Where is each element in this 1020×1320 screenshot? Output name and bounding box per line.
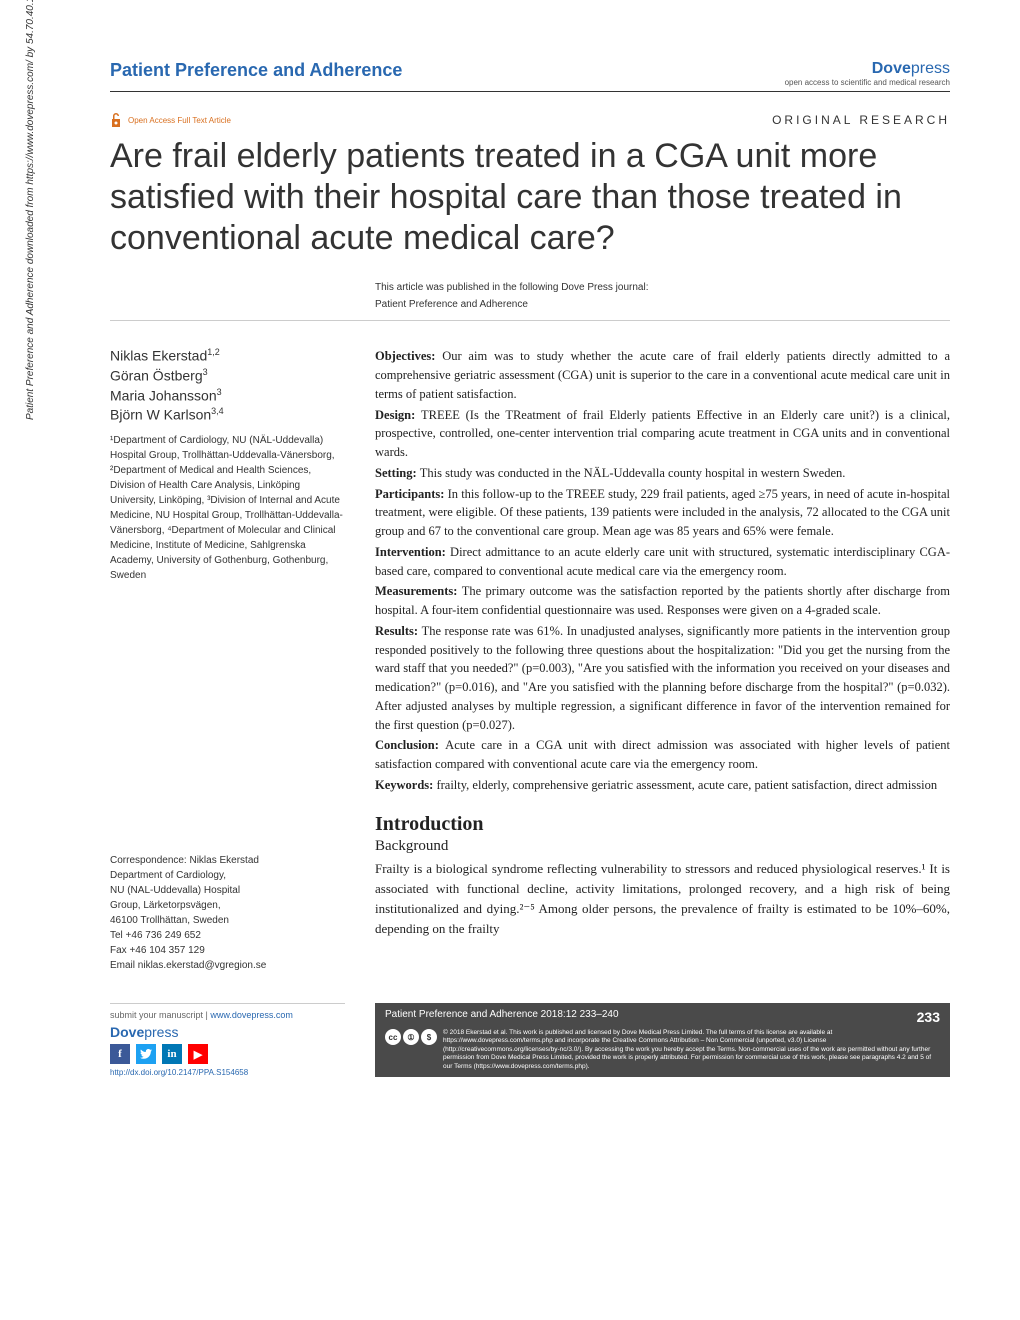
doi-link[interactable]: http://dx.doi.org/10.2147/PPA.S154658 xyxy=(110,1068,345,1077)
meta-row: Open Access Full Text Article ORIGINAL R… xyxy=(110,112,950,128)
submit-link[interactable]: submit your manuscript | www.dovepress.c… xyxy=(110,1010,345,1020)
footer-left: submit your manuscript | www.dovepress.c… xyxy=(110,1003,345,1077)
abs-intervention: Direct admittance to an acute elderly ca… xyxy=(375,545,950,578)
linkedin-icon[interactable]: in xyxy=(162,1044,182,1064)
open-access-badge: Open Access Full Text Article xyxy=(110,112,231,128)
youtube-icon[interactable]: ▶ xyxy=(188,1044,208,1064)
license-text: © 2018 Ekerstad et al. This work is publ… xyxy=(443,1029,940,1071)
affiliations: ¹Department of Cardiology, NU (NÄL-Uddev… xyxy=(110,433,345,583)
nc-icon: $ xyxy=(421,1029,437,1045)
intro-heading: Introduction xyxy=(375,813,950,836)
publisher-tagline: open access to scientific and medical re… xyxy=(785,78,950,87)
author: Maria Johansson3 xyxy=(110,387,345,404)
pub-note-1: This article was published in the follow… xyxy=(375,282,950,293)
correspondence: Correspondence: Niklas EkerstadDepartmen… xyxy=(110,853,345,973)
abs-conclusion: Acute care in a CGA unit with direct adm… xyxy=(375,738,950,771)
twitter-icon[interactable] xyxy=(136,1044,156,1064)
author: Björn W Karlson3,4 xyxy=(110,406,345,423)
cc-icon: cc xyxy=(385,1029,401,1045)
right-column: Objectives: Our aim was to study whether… xyxy=(375,347,950,973)
publisher-logo: Dovepress xyxy=(785,60,950,78)
left-column: Niklas Ekerstad1,2 Göran Östberg3 Maria Jo… xyxy=(110,347,345,973)
download-watermark: Patient Preference and Adherence downloa… xyxy=(25,0,36,420)
article-title: Are frail elderly patients treated in a … xyxy=(110,136,950,258)
publisher-block: Dovepress open access to scientific and … xyxy=(785,60,950,87)
facebook-icon[interactable]: f xyxy=(110,1044,130,1064)
intro-text: Frailty is a biological syndrome reflect… xyxy=(375,859,950,940)
open-access-label: Open Access Full Text Article xyxy=(128,116,231,125)
footer-right: Patient Preference and Adherence 2018:12… xyxy=(375,1003,950,1077)
citation: Patient Preference and Adherence 2018:12… xyxy=(385,1009,619,1025)
pub-note-2: Patient Preference and Adherence xyxy=(375,299,950,310)
divider xyxy=(110,320,950,321)
footer-publisher: Dovepress xyxy=(110,1024,345,1040)
abs-setting: This study was conducted in the NÄL-Udde… xyxy=(420,466,846,480)
journal-title: Patient Preference and Adherence xyxy=(110,60,402,81)
social-icons: f in ▶ xyxy=(110,1044,345,1064)
cc-badges: cc ① $ xyxy=(385,1029,437,1045)
intro-subheading: Background xyxy=(375,838,950,855)
header: Patient Preference and Adherence Dovepre… xyxy=(110,60,950,92)
abs-participants: In this follow-up to the TREEE study, 22… xyxy=(375,487,950,539)
footer: submit your manuscript | www.dovepress.c… xyxy=(110,1003,950,1077)
article-category: ORIGINAL RESEARCH xyxy=(772,113,950,127)
abs-objectives: Our aim was to study whether the acute c… xyxy=(375,349,950,401)
abs-design: TREEE (Is the TReatment of frail Elderly… xyxy=(375,408,950,460)
abs-results: The response rate was 61%. In unadjusted… xyxy=(375,624,950,732)
abs-measurements: The primary outcome was the satisfaction… xyxy=(375,584,950,617)
author: Göran Östberg3 xyxy=(110,367,345,384)
open-access-icon xyxy=(110,112,122,128)
abs-keywords: frailty, elderly, comprehensive geriatri… xyxy=(436,778,937,792)
abstract: Objectives: Our aim was to study whether… xyxy=(375,347,950,794)
page-number: 233 xyxy=(917,1009,940,1025)
author: Niklas Ekerstad1,2 xyxy=(110,347,345,364)
by-icon: ① xyxy=(403,1029,419,1045)
